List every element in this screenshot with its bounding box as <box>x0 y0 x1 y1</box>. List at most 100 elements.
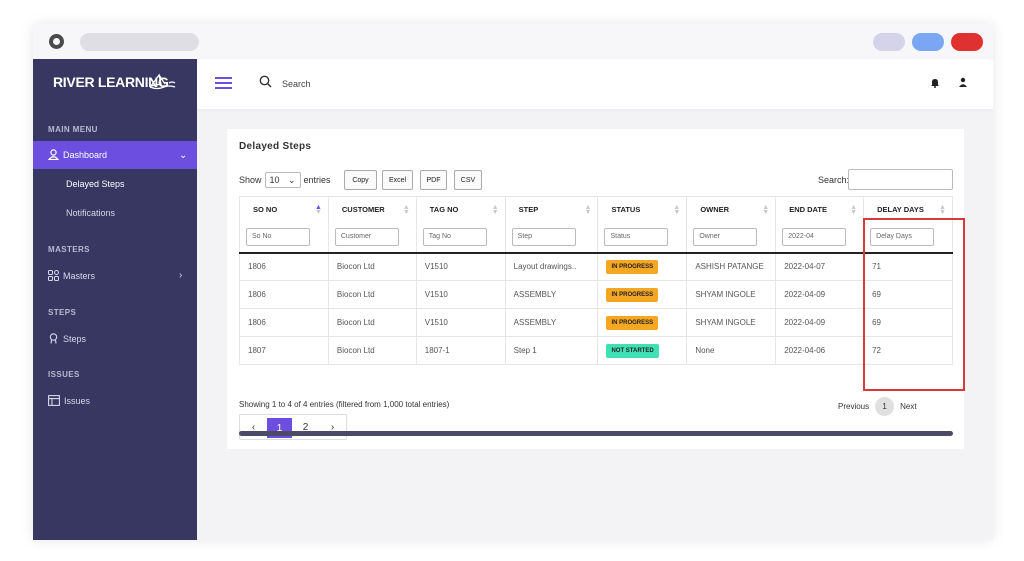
page-button-2[interactable]: 2 <box>302 421 309 433</box>
cell-customer: Biocon Ltd <box>328 280 417 309</box>
status-badge: IN PROGRESS <box>606 287 659 302</box>
next-link[interactable]: Next <box>900 402 917 411</box>
chevron-right-icon[interactable]: › <box>330 421 335 433</box>
hamburger-icon[interactable] <box>215 77 232 89</box>
window-control-minimize[interactable] <box>873 33 905 51</box>
table-row[interactable]: 1806 Biocon Ltd V1510 ASSEMBLY IN PROGRESS SH… <box>239 280 953 309</box>
filter-row: So No Customer Tag No Step Status Owner 2022-0… <box>239 222 953 254</box>
filter-cell: Customer <box>328 222 417 254</box>
column-filter-input[interactable]: Customer <box>334 228 399 246</box>
cell-status: IN PROGRESS <box>597 308 688 337</box>
csv-button[interactable]: CSV <box>454 170 482 190</box>
status-badge: NOT STARTED <box>606 343 659 358</box>
sidebar-item-delayed-steps[interactable]: Delayed Steps <box>66 179 125 189</box>
cell-delay: 71 <box>863 252 953 281</box>
column-header-label: OWNER <box>700 205 730 215</box>
filter-cell: Step <box>505 222 599 254</box>
user-icon[interactable] <box>958 77 968 88</box>
filter-cell: Status <box>597 222 688 254</box>
header-search-label[interactable]: Search <box>282 79 311 89</box>
table-row[interactable]: 1806 Biocon Ltd V1510 Layout drawings.. IN P… <box>239 252 953 281</box>
table-row[interactable]: 1806 Biocon Ltd V1510 ASSEMBLY IN PROGRESS SH… <box>239 308 953 337</box>
pdf-button[interactable]: PDF <box>420 170 447 190</box>
pagination: ‹ 1 2 › <box>239 414 347 440</box>
column-header-label: STEP <box>518 205 539 215</box>
column-filter-input[interactable]: Owner <box>693 228 758 246</box>
search-icon[interactable] <box>259 75 272 88</box>
chevron-down-icon: ⌄ <box>179 150 188 161</box>
top-header: Search <box>197 59 993 109</box>
column-filter-input[interactable]: 2022-04 <box>782 228 847 246</box>
entries-select[interactable]: 10 ⌄ <box>264 172 301 188</box>
chevron-left-icon[interactable]: ‹ <box>251 421 256 433</box>
sidebar-item-dashboard[interactable] <box>33 141 197 169</box>
column-header[interactable]: OWNER ▲ ▼ <box>686 196 777 223</box>
cell-step: Step 1 <box>505 336 599 365</box>
sidebar-item-label: Issues <box>64 395 91 406</box>
cell-status: IN PROGRESS <box>597 252 688 281</box>
sidebar-item-steps[interactable]: Steps <box>48 333 86 344</box>
table-info: Showing 1 to 4 of 4 entries (filtered fr… <box>239 400 450 409</box>
column-filter-input[interactable]: Tag No <box>422 228 487 246</box>
column-filter-input[interactable]: Status <box>604 228 669 246</box>
sidebar-item-notifications[interactable]: Notifications <box>66 208 116 218</box>
cell-end: 2022-04-07 <box>775 252 865 281</box>
cell-so: 1806 <box>239 280 329 309</box>
column-header-label: END DATE <box>789 205 827 215</box>
section-main-menu: MAIN MENU <box>48 125 98 134</box>
cell-end: 2022-04-09 <box>775 308 865 337</box>
sidebar-item-issues[interactable]: Issues <box>48 395 90 406</box>
column-header[interactable]: TAG NO ▲ ▼ <box>416 196 506 223</box>
window-control-close[interactable] <box>951 33 983 51</box>
chevron-right-icon: › <box>179 270 183 281</box>
previous-link[interactable]: Previous <box>838 402 870 411</box>
cell-status: NOT STARTED <box>597 336 688 365</box>
table-search-input[interactable] <box>848 169 953 190</box>
column-header-label: SO NO <box>253 205 278 215</box>
show-label: Show <box>239 175 262 185</box>
filter-cell: Tag No <box>416 222 506 254</box>
filter-cell: Owner <box>686 222 777 254</box>
current-page[interactable]: 1 <box>875 397 895 416</box>
cell-status: IN PROGRESS <box>597 280 688 309</box>
cell-so: 1806 <box>239 252 329 281</box>
delayed-steps-table: SO NO ▲ ▼ CUSTOMER ▲ ▼ TAG NO ▲ ▼ STEP ▲ ▼ STATUS ▲ ▼ O… <box>239 196 953 365</box>
column-header[interactable]: STEP ▲ ▼ <box>505 196 599 223</box>
column-filter-input[interactable]: Delay Days <box>870 228 935 246</box>
column-filter-input[interactable]: So No <box>246 228 310 246</box>
entries-length-control: Show 10 ⌄ entries <box>239 172 331 188</box>
cell-owner: None <box>686 336 777 365</box>
cell-owner: ASHISH PATANGE <box>686 252 777 281</box>
cell-tag: 1807-1 <box>416 336 506 365</box>
sidebar-item-masters[interactable]: Masters <box>48 270 95 281</box>
horizontal-scrollbar[interactable] <box>239 431 953 436</box>
copy-button[interactable]: Copy <box>344 170 377 190</box>
cell-customer: Biocon Ltd <box>328 336 417 365</box>
status-badge: IN PROGRESS <box>606 315 659 330</box>
section-issues: ISSUES <box>48 370 80 379</box>
bell-icon[interactable] <box>930 77 940 88</box>
cell-customer: Biocon Ltd <box>328 308 417 337</box>
column-filter-input[interactable]: Step <box>511 228 576 246</box>
sort-icon: ▲ ▼ <box>673 204 681 216</box>
column-header[interactable]: CUSTOMER ▲ ▼ <box>328 196 417 223</box>
filter-cell: So No <box>239 222 329 254</box>
cell-so: 1807 <box>239 336 329 365</box>
column-header[interactable]: SO NO ▲ ▼ <box>239 196 329 223</box>
column-header[interactable]: END DATE ▲ ▼ <box>775 196 865 223</box>
section-masters: MASTERS <box>48 245 90 254</box>
address-bar[interactable] <box>80 33 199 51</box>
sort-icon: ▲ ▼ <box>314 204 322 216</box>
masters-icon <box>48 270 59 281</box>
filter-cell: Delay Days <box>863 222 953 254</box>
sidebar-item-dashboard-content[interactable]: Dashboard <box>48 149 107 160</box>
app-window: RIVER LEARNING MAIN MENU Dashboard ⌄ Del… <box>33 24 993 540</box>
table-row[interactable]: 1807 Biocon Ltd 1807-1 Step 1 NOT STARTED Non… <box>239 336 953 365</box>
excel-button[interactable]: Excel <box>382 170 413 190</box>
cell-step: ASSEMBLY <box>505 280 599 309</box>
window-control-maximize[interactable] <box>912 33 944 51</box>
column-header[interactable]: STATUS ▲ ▼ <box>597 196 688 223</box>
cell-tag: V1510 <box>416 308 506 337</box>
page-title: Delayed Steps <box>239 141 312 152</box>
sort-icon: ▲ ▼ <box>584 204 592 216</box>
